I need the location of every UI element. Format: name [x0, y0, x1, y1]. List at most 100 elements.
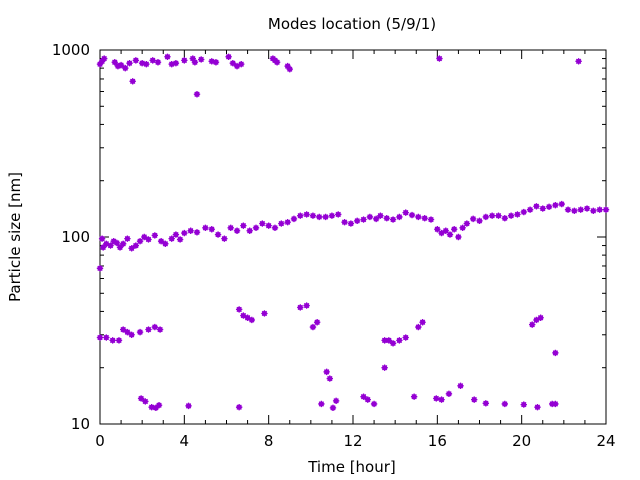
data-point — [141, 233, 148, 241]
data-point — [297, 304, 304, 311]
data-point — [533, 203, 540, 210]
data-point — [385, 337, 393, 344]
data-point — [233, 62, 241, 70]
data-point — [235, 306, 243, 313]
data-point — [410, 393, 418, 400]
data-point — [145, 236, 152, 243]
data-point — [124, 235, 131, 242]
data-point — [471, 396, 478, 403]
data-point — [421, 215, 428, 222]
data-point — [98, 235, 106, 242]
data-point — [433, 395, 440, 402]
data-point — [396, 337, 403, 344]
data-point — [459, 224, 466, 231]
data-point — [164, 53, 171, 60]
data-point — [529, 321, 536, 328]
data-point — [181, 229, 188, 237]
tick-labels: 0 4 8 12 16 20 24 10 100 1000 — [52, 41, 616, 450]
data-point — [552, 400, 559, 408]
data-point — [113, 239, 121, 247]
data-point — [252, 224, 260, 231]
data-point — [126, 59, 133, 67]
data-point — [482, 400, 490, 407]
data-point — [419, 319, 426, 326]
data-point — [402, 209, 409, 216]
data-point — [329, 404, 337, 412]
data-point — [107, 242, 114, 249]
data-point — [526, 206, 534, 213]
data-point — [115, 337, 123, 344]
data-point — [602, 206, 610, 213]
data-point — [265, 222, 272, 229]
data-point — [198, 56, 205, 63]
data-point — [396, 213, 403, 221]
data-point — [259, 220, 266, 227]
data-point — [278, 220, 285, 227]
data-point — [564, 206, 572, 213]
data-point — [537, 314, 544, 321]
data-point — [248, 316, 255, 324]
data-point — [145, 326, 152, 333]
data-point — [212, 59, 220, 66]
data-point — [457, 382, 464, 390]
data-point — [156, 326, 164, 333]
data-point — [552, 201, 559, 209]
data-point — [514, 211, 521, 218]
data-point — [590, 207, 597, 215]
data-point — [221, 235, 228, 242]
data-point — [233, 227, 241, 234]
data-point — [286, 65, 293, 73]
data-point — [202, 224, 209, 231]
data-point — [402, 334, 409, 341]
data-point — [442, 227, 449, 234]
data-point — [128, 245, 135, 252]
data-point — [176, 236, 184, 243]
data-point — [193, 229, 201, 236]
y-axis-title: Particle size [nm] — [6, 172, 24, 302]
data-point — [545, 203, 553, 211]
data-point — [225, 53, 232, 60]
y-tick-label: 100 — [61, 228, 90, 246]
data-point — [366, 213, 374, 221]
data-point — [136, 328, 144, 336]
data-point — [187, 227, 194, 234]
data-point — [122, 64, 129, 72]
data-point — [271, 224, 279, 231]
data-point — [520, 208, 527, 216]
y-tick-label: 10 — [71, 415, 90, 433]
data-point — [137, 395, 145, 402]
data-point — [451, 226, 458, 233]
data-point — [238, 60, 245, 68]
data-point — [476, 217, 483, 225]
data-point — [501, 400, 508, 408]
data-point — [507, 212, 515, 219]
data-point — [155, 402, 163, 409]
data-point — [360, 216, 367, 223]
chart-title: Modes location (5/9/1) — [268, 15, 436, 33]
data-point — [455, 233, 462, 241]
data-point — [415, 323, 422, 331]
data-point — [303, 302, 310, 309]
x-tick-label: 24 — [596, 432, 615, 450]
data-point — [303, 211, 310, 218]
x-tick-label: 16 — [428, 432, 447, 450]
x-tick-label: 4 — [180, 432, 190, 450]
data-point — [273, 59, 281, 66]
data-point — [332, 397, 340, 405]
data-point — [136, 237, 144, 245]
data-point — [446, 231, 454, 238]
data-point — [96, 334, 104, 341]
data-point — [328, 212, 336, 219]
data-point — [151, 232, 159, 239]
data-point — [181, 57, 188, 64]
data-point — [534, 403, 541, 411]
data-point — [132, 57, 140, 64]
data-point — [323, 368, 330, 376]
data-point — [124, 328, 131, 336]
data-point — [495, 212, 502, 219]
data-point — [434, 226, 441, 233]
data-point — [261, 310, 268, 317]
data-point — [313, 319, 321, 326]
data-point — [318, 400, 325, 408]
